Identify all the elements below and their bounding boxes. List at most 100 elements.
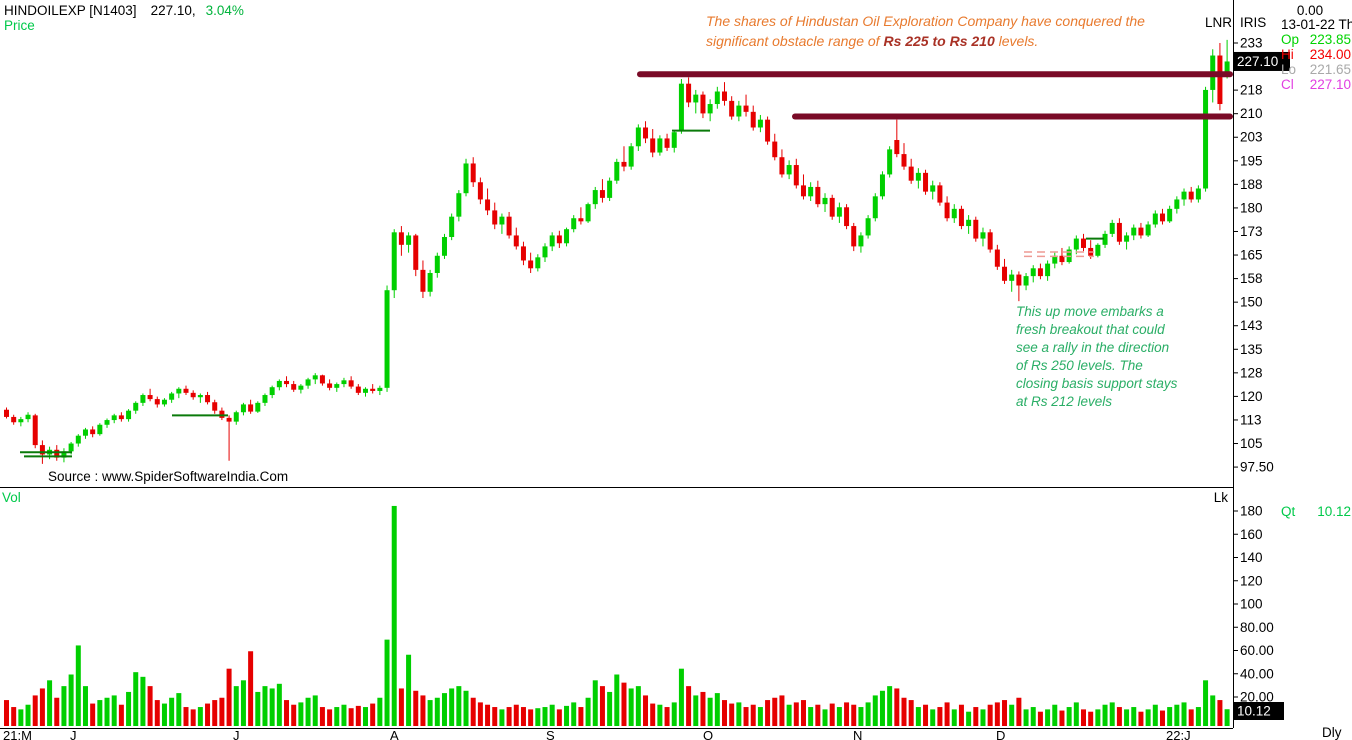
candle-body: [197, 395, 203, 398]
annotation-text: The shares of Hindustan Oil Exploration …: [706, 13, 1145, 49]
volume-bar: [915, 707, 921, 726]
volume-bar: [614, 674, 620, 726]
volume-bar: [879, 690, 885, 726]
candle-body: [398, 232, 404, 245]
volume-bar: [269, 688, 275, 726]
quote-date: 13-01-22 Th: [1281, 17, 1352, 32]
price-tick-label: 195: [1240, 153, 1263, 168]
volume-bar: [743, 707, 749, 726]
close-label: Cl: [1281, 77, 1294, 92]
candle-body: [520, 246, 526, 261]
candle-body: [97, 424, 103, 435]
volume-bar: [930, 709, 936, 726]
volume-bar: [1159, 710, 1165, 726]
quote-row-close: Cl 227.10: [1281, 77, 1351, 92]
candle-body: [635, 127, 641, 147]
volume-bar: [154, 700, 160, 726]
candle-body: [176, 388, 182, 394]
candle-body: [714, 91, 720, 105]
volume-bar: [68, 674, 74, 726]
volume-bar: [226, 668, 232, 726]
last-volume-tag-value: 10.12: [1237, 704, 1271, 719]
candle-body: [829, 197, 835, 217]
volume-bar: [82, 686, 88, 726]
volume-bar: [391, 505, 397, 726]
volume-bar: [118, 704, 124, 726]
price-axis-ticks: 233 218 210 203 195 188 180 173 165 158 150 143 135 1…: [1233, 36, 1274, 475]
app-watermark: IRIS: [1240, 15, 1267, 30]
volume-bar: [1167, 707, 1173, 726]
price-tick-label: 203: [1240, 130, 1263, 145]
volume-panel-label: Vol: [2, 490, 21, 505]
candle-body: [1124, 235, 1130, 242]
volume-bar: [420, 695, 426, 726]
candle-body: [693, 94, 699, 103]
candle-body: [61, 451, 67, 458]
candle-body: [887, 149, 893, 175]
volume-bar: [506, 707, 512, 726]
candle-body: [585, 204, 591, 222]
candle-body: [650, 138, 656, 153]
candle-body: [542, 246, 548, 258]
price-candles: [4, 39, 1230, 464]
volume-bar: [61, 686, 67, 726]
candle-body: [1045, 263, 1051, 277]
volume-tick-label: 120: [1240, 573, 1263, 588]
price-tick-label: 113: [1240, 412, 1262, 427]
candle-body: [1195, 188, 1201, 200]
candle-body: [614, 161, 620, 181]
volume-bar: [1195, 707, 1201, 726]
volume-bar: [456, 686, 462, 726]
line-tool-label: LNR: [1205, 15, 1233, 30]
month-label: N: [853, 728, 862, 740]
candle-body: [1059, 255, 1065, 263]
volume-tick-label: 40.00: [1240, 666, 1274, 681]
quote-row-high: Hi 234.00: [1281, 47, 1351, 62]
volume-bar: [1131, 707, 1137, 726]
volume-bar: [1023, 709, 1029, 726]
candle-body: [205, 395, 211, 403]
volume-tick-label: 140: [1240, 550, 1263, 565]
volume-bar: [183, 707, 189, 726]
volume-bar: [327, 709, 333, 726]
annotation-resistance-note: The shares of Hindustan Oil Exploration …: [706, 11, 1156, 51]
candle-body: [1023, 276, 1029, 286]
candle-body: [571, 218, 577, 230]
candle-body: [1109, 222, 1115, 234]
volume-bar: [54, 697, 60, 726]
candle-body: [800, 185, 806, 197]
volume-bar: [1081, 709, 1086, 726]
volume-bar: [1138, 711, 1144, 726]
volume-bar: [700, 691, 706, 726]
volume-bar: [441, 693, 447, 726]
candle-body: [1159, 213, 1165, 222]
candle-body: [549, 235, 555, 247]
volume-bar: [757, 707, 763, 726]
candle-body: [11, 416, 17, 423]
candle-body: [1217, 55, 1223, 105]
candle-body: [18, 419, 24, 423]
price-panel-label: Price: [4, 18, 35, 33]
volume-bar: [678, 668, 684, 726]
candle-body: [765, 119, 771, 142]
month-label: J: [70, 728, 77, 740]
volume-bar: [815, 704, 821, 726]
volume-bar: [1210, 695, 1216, 726]
volume-bar: [1009, 704, 1015, 726]
volume-bar: [413, 690, 419, 726]
candle-body: [140, 395, 146, 403]
volume-bar: [190, 709, 196, 726]
candle-body: [154, 399, 160, 405]
open-value: 223.85: [1309, 32, 1351, 47]
candle-body: [39, 445, 45, 455]
chart-axes: [0, 0, 1234, 729]
symbol-label: HINDOILEXP [N1403]: [4, 3, 137, 18]
month-label: 21:M: [3, 728, 32, 740]
candle-body: [858, 235, 864, 247]
candle-body: [643, 127, 649, 139]
candle-body: [556, 235, 562, 244]
drawn-lines: [20, 71, 1233, 458]
volume-bar: [90, 703, 96, 726]
